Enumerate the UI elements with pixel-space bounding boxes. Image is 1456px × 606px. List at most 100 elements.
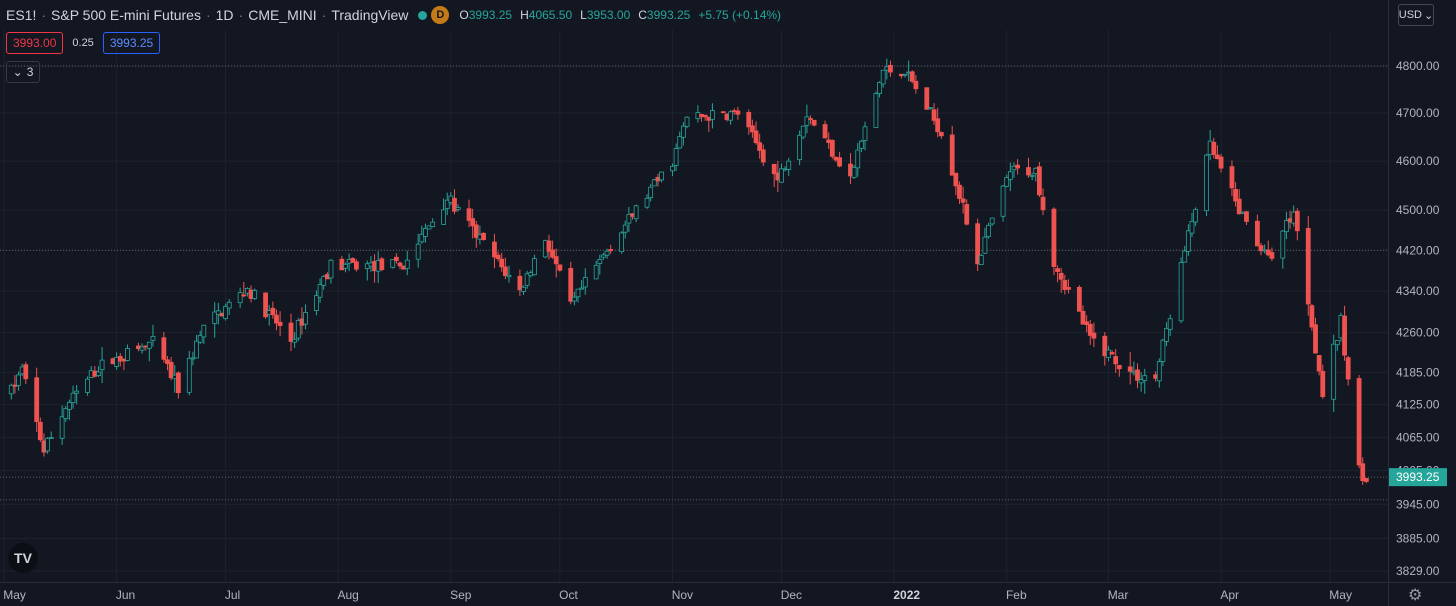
candle-body [506, 274, 512, 278]
x-tick-label: May [1329, 588, 1352, 602]
last-price-label: 3993.25 [1396, 470, 1440, 484]
candle-body [811, 119, 817, 126]
candle-body [190, 357, 196, 360]
candle-body [328, 259, 334, 279]
candle-body [426, 225, 432, 230]
candle-body [1076, 286, 1082, 312]
instrument-name: S&P 500 E-mini Futures [51, 7, 201, 23]
candle-body [1233, 188, 1238, 202]
candle-body [241, 294, 247, 297]
candle-body [1236, 198, 1242, 215]
candle-body [45, 437, 50, 452]
candle-body [986, 224, 991, 238]
y-tick-label: 4065.00 [1396, 430, 1440, 444]
candle-body [470, 218, 476, 227]
candle-body [8, 384, 14, 395]
y-tick-label: 3945.00 [1396, 497, 1440, 511]
separator: · [238, 7, 244, 23]
candle-body [1015, 164, 1021, 169]
candle-body [680, 125, 686, 138]
candle-body [633, 205, 639, 220]
candle-body [1363, 477, 1369, 482]
candle-body [553, 256, 559, 265]
candle-body [314, 295, 319, 311]
candle-body [786, 160, 792, 170]
candle-body [684, 116, 690, 127]
candle-body [186, 357, 192, 393]
candle-body [1269, 252, 1275, 259]
candle-body [677, 136, 683, 149]
candle-body [771, 163, 777, 175]
interval[interactable]: 1D [215, 7, 234, 23]
exchange: CME_MINI [248, 7, 317, 23]
candle-body [16, 374, 21, 386]
candle-body [557, 264, 563, 271]
candle-body [23, 364, 29, 380]
candle-body [760, 149, 766, 163]
candle-body [1331, 343, 1337, 400]
candle-body [139, 346, 145, 351]
candle-body [1087, 323, 1093, 336]
candle-body [66, 401, 72, 410]
candle-body [960, 198, 966, 203]
separator: · [41, 7, 47, 23]
chevron-down-icon: ⌄ [1424, 9, 1434, 22]
candle-body [1313, 324, 1318, 354]
separator: · [205, 7, 211, 23]
candle-body [343, 263, 348, 269]
candle-body [1280, 230, 1286, 259]
candle-body [96, 371, 101, 376]
tradingview-logo-icon[interactable]: TV [8, 543, 38, 573]
y-tick-label: 4500.00 [1396, 203, 1440, 217]
currency-label: USD [1398, 9, 1423, 21]
candle-body [455, 207, 461, 210]
candle-body [1127, 366, 1133, 372]
candle-body [546, 240, 552, 252]
candle-body [1062, 280, 1068, 290]
candle-body [492, 241, 497, 258]
candle-body [975, 223, 981, 265]
candle-body [1334, 340, 1340, 346]
candle-body [608, 249, 614, 252]
candle-body [1309, 305, 1315, 328]
candle-body [804, 116, 810, 126]
candle-body [481, 232, 486, 241]
candle-body [702, 114, 708, 118]
candle-body [1193, 209, 1199, 223]
y-tick-label: 4800.00 [1396, 59, 1440, 73]
candle-body [858, 140, 864, 149]
y-tick-label: 4125.00 [1396, 398, 1440, 412]
candle-body [517, 275, 523, 291]
y-tick-label: 4420.00 [1396, 243, 1440, 257]
spread-value: 0.25 [72, 37, 94, 49]
candle-body [938, 132, 944, 137]
x-tick-label: Sep [450, 588, 472, 602]
candle-body [175, 372, 181, 394]
currency-selector[interactable]: USD ⌄ [1398, 4, 1434, 26]
candle-body [415, 243, 421, 260]
candle-body [252, 290, 258, 299]
candle-body [902, 73, 908, 76]
x-tick-label: Aug [338, 588, 359, 602]
indicators-toggle-button[interactable]: ⌄ 3 [6, 61, 40, 83]
candle-body [393, 256, 399, 262]
candle-body [114, 357, 120, 367]
candle-body [648, 186, 654, 199]
sell-price-button[interactable]: 3993.00 [6, 32, 64, 54]
candle-body [1109, 352, 1115, 355]
x-tick-label: Oct [559, 588, 578, 602]
delayed-data-badge[interactable]: D [431, 6, 450, 24]
candle-body [263, 292, 268, 318]
candle-body [1102, 335, 1108, 357]
candle-body [673, 148, 679, 166]
candle-body [779, 168, 784, 183]
candle-body [1229, 166, 1235, 189]
candle-body [226, 301, 232, 309]
y-tick-label: 4260.00 [1396, 326, 1440, 340]
gear-icon[interactable]: ⚙ [1408, 587, 1423, 604]
candle-body [161, 337, 167, 360]
candle-body [1040, 196, 1046, 211]
candle-body [888, 64, 893, 73]
buy-price-button[interactable]: 3993.25 [102, 32, 161, 54]
